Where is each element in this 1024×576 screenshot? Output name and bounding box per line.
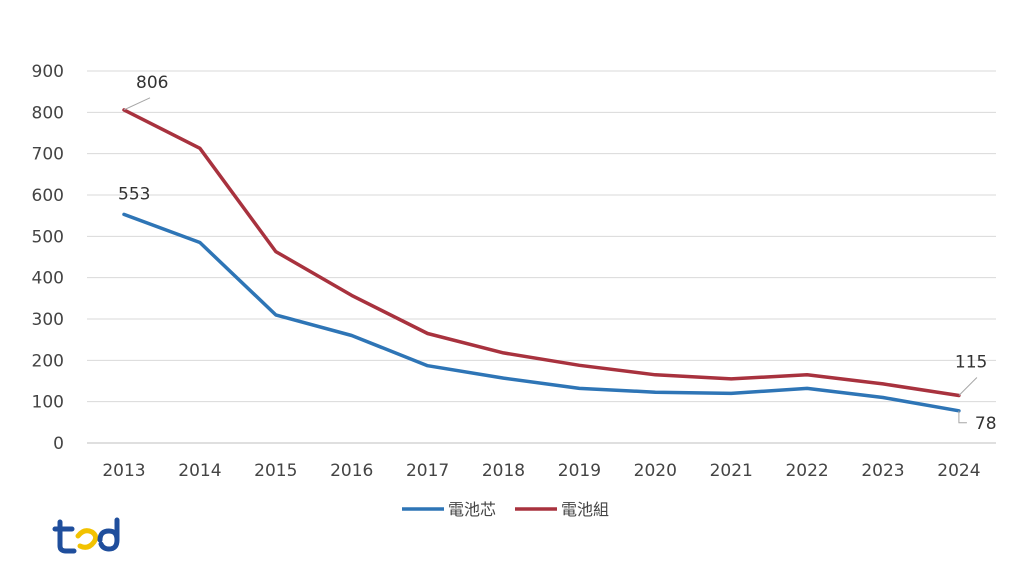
data-labels: 806 553 115 78 [118, 73, 997, 434]
y-tick-label: 0 [53, 434, 64, 454]
leader-line [958, 410, 967, 424]
leader-line [958, 377, 978, 396]
x-tick-label: 2013 [102, 461, 145, 481]
x-tick-label: 2022 [785, 461, 828, 481]
x-tick-label: 2020 [634, 461, 677, 481]
x-tick-label: 2018 [482, 461, 525, 481]
y-tick-label: 100 [32, 393, 64, 413]
legend-label: 電池芯 [448, 500, 496, 519]
data-label: 115 [955, 352, 987, 372]
data-label: 553 [118, 184, 150, 204]
leader-line [123, 97, 151, 111]
y-tick-label: 800 [32, 103, 64, 123]
data-label: 806 [136, 73, 168, 93]
logo-e-loop [75, 528, 99, 550]
data-label: 78 [975, 414, 997, 434]
x-axis-ticks: 2013 2014 2015 2016 2017 2018 2019 2020 2021 2022… [102, 461, 980, 481]
x-tick-label: 2024 [937, 461, 980, 481]
x-tick-label: 2019 [558, 461, 601, 481]
y-tick-label: 700 [32, 145, 64, 165]
y-tick-label: 600 [32, 186, 64, 206]
x-tick-label: 2016 [330, 461, 373, 481]
y-axis-ticks: 0 100 200 300 400 500 600 700 800 900 [32, 62, 64, 454]
logo-d-stroke [97, 517, 120, 552]
y-tick-label: 300 [32, 310, 64, 330]
x-tick-label: 2017 [406, 461, 449, 481]
legend: 電池芯 電池組 [402, 500, 609, 519]
x-tick-label: 2014 [178, 461, 221, 481]
series-lines [122, 108, 961, 413]
y-tick-label: 500 [32, 227, 64, 247]
x-tick-label: 2021 [710, 461, 753, 481]
y-tick-label: 900 [32, 62, 64, 82]
y-tick-label: 200 [32, 351, 64, 371]
series-line-2 [122, 108, 961, 398]
grid-lines [87, 70, 996, 444]
logo [52, 517, 120, 554]
x-tick-label: 2023 [861, 461, 904, 481]
x-tick-label: 2015 [254, 461, 297, 481]
series-line-1 [122, 212, 961, 413]
legend-label: 電池組 [561, 500, 609, 519]
y-tick-label: 400 [32, 269, 64, 289]
logo-t-stroke [57, 519, 77, 554]
